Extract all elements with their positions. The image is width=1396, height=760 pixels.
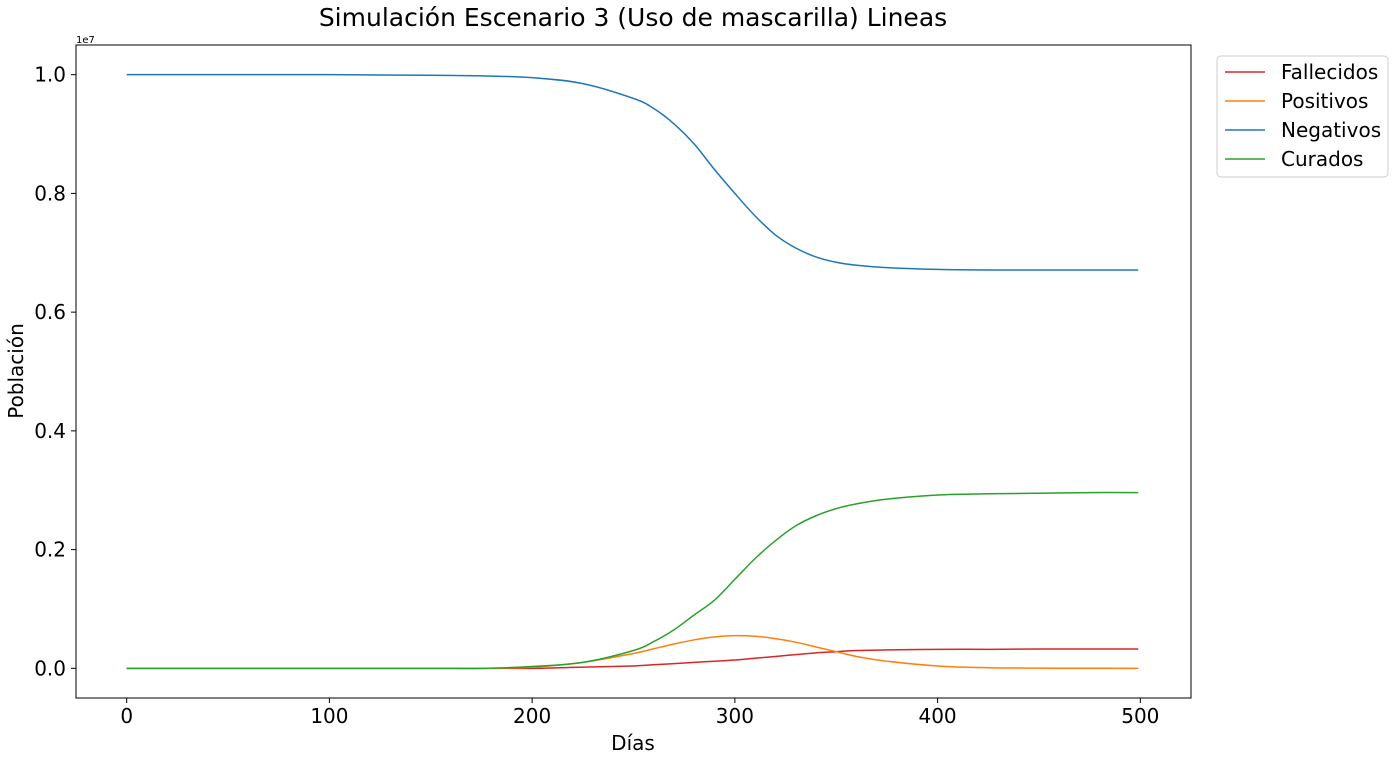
y-tick-label: 0.8: [34, 181, 66, 205]
series-line-positivos: [126, 634, 1139, 670]
x-tick-label: 500: [1121, 704, 1159, 728]
series-line-fallecidos: [126, 648, 1139, 670]
x-tick-label: 300: [716, 704, 754, 728]
y-tick-label: 1.0: [34, 63, 66, 87]
x-axis: 0 100 200 300 400 500: [120, 698, 1159, 728]
legend-entries: Fallecidos Positivos Negativos Curados: [1225, 60, 1381, 171]
y-tick-label: 0.2: [34, 538, 66, 562]
x-tick-label: 100: [310, 704, 348, 728]
legend-box: [1216, 55, 1389, 178]
y-axis-label: Población: [4, 323, 28, 419]
y-tick-label: 0.4: [34, 419, 66, 443]
chart-title: Simulación Escenario 3 (Uso de mascarill…: [319, 3, 947, 32]
legend-label-fallecidos: Fallecidos: [1281, 60, 1378, 84]
plot-frame: [75, 44, 1192, 699]
y-tick-label: 0.6: [34, 300, 66, 324]
y-axis: 0.0 0.2 0.4 0.6 0.8 1.0: [34, 63, 76, 680]
x-tick-label: 200: [513, 704, 551, 728]
y-axis-offset-label: 1e7: [76, 35, 95, 46]
series-line-curados: [126, 491, 1139, 670]
legend: Fallecidos Positivos Negativos Curados: [1216, 55, 1389, 178]
series-line-negativos: [126, 73, 1139, 271]
plot-area: [126, 73, 1139, 670]
y-tick-label: 0.0: [34, 656, 66, 680]
x-tick-label: 0: [120, 704, 133, 728]
x-axis-label: Días: [611, 731, 655, 755]
legend-label-positivos: Positivos: [1281, 89, 1368, 113]
legend-label-negativos: Negativos: [1281, 118, 1381, 142]
x-tick-label: 400: [918, 704, 956, 728]
legend-label-curados: Curados: [1281, 147, 1363, 171]
